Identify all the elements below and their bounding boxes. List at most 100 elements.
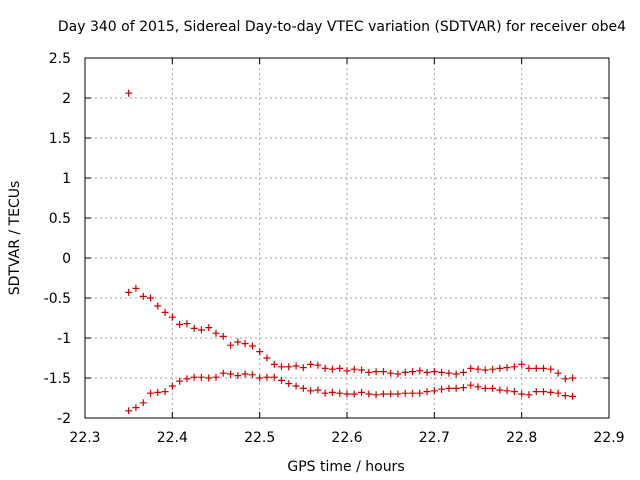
data-point (227, 370, 235, 378)
data-point (343, 367, 351, 375)
data-point (190, 324, 198, 332)
data-point (219, 332, 227, 340)
data-point (154, 388, 162, 396)
data-point (416, 367, 424, 375)
data-point (197, 373, 205, 381)
data-point (438, 385, 446, 393)
data-point (518, 360, 526, 368)
data-point (467, 381, 475, 389)
data-point (518, 390, 526, 398)
data-point (423, 368, 431, 376)
data-point (569, 392, 577, 400)
y-axis-label: SDTVAR / TECUs (7, 181, 23, 296)
data-point (256, 374, 264, 382)
data-point (321, 364, 329, 372)
data-point (125, 89, 133, 97)
data-point (430, 387, 438, 395)
data-point (248, 371, 256, 379)
data-point (554, 389, 562, 397)
data-point (379, 368, 387, 376)
data-point (270, 373, 278, 381)
data-point (416, 389, 424, 397)
data-point (328, 388, 336, 396)
data-point (387, 369, 395, 377)
y-tick-label: -2 (57, 411, 71, 427)
y-tick-label: 0.5 (49, 211, 71, 227)
data-point (234, 372, 242, 380)
data-point (212, 373, 220, 381)
x-tick-label: 22.4 (157, 430, 188, 446)
data-point (227, 341, 235, 349)
data-point (474, 383, 482, 391)
data-point (489, 365, 497, 373)
data-point (292, 362, 300, 370)
data-point (379, 390, 387, 398)
data-point (394, 370, 402, 378)
data-point (241, 370, 249, 378)
data-point (350, 365, 358, 373)
y-tick-label: -0.5 (44, 291, 71, 307)
data-point (161, 308, 169, 316)
data-point (168, 313, 176, 321)
data-point (176, 320, 184, 328)
data-point (387, 390, 395, 398)
data-point (401, 368, 409, 376)
data-point (132, 404, 140, 412)
data-point (212, 329, 220, 337)
x-axis-label: GPS time / hours (287, 459, 404, 475)
data-point (561, 375, 569, 383)
data-point (263, 354, 271, 362)
data-point (365, 390, 373, 398)
data-point (336, 364, 344, 372)
data-point (401, 389, 409, 397)
data-point (540, 388, 547, 396)
data-point (234, 338, 242, 346)
data-point (147, 389, 154, 397)
data-point (285, 380, 293, 388)
grid (85, 58, 609, 418)
data-point (176, 377, 184, 385)
data-point (256, 348, 264, 356)
data-point (125, 407, 133, 415)
data-point (481, 366, 489, 374)
data-point (307, 387, 315, 395)
data-point (503, 364, 511, 372)
data-point (358, 366, 366, 374)
data-point (430, 368, 438, 376)
y-tick-label: 2.5 (49, 51, 71, 67)
data-point (561, 392, 569, 400)
x-tick-label: 22.7 (419, 430, 450, 446)
data-point (452, 384, 460, 392)
y-tick-label: 2 (62, 91, 71, 107)
x-tick-label: 22.5 (244, 430, 275, 446)
data-point (168, 382, 176, 390)
data-point (481, 384, 489, 392)
data-point (503, 387, 511, 395)
data-point (423, 388, 431, 396)
data-point (532, 364, 540, 372)
x-tick-label: 22.3 (69, 430, 100, 446)
data-point (241, 340, 249, 348)
data-point (285, 363, 293, 371)
data-point (292, 382, 300, 390)
data-point (409, 389, 416, 397)
data-point (278, 376, 285, 384)
data-point (569, 374, 577, 382)
data-point (278, 363, 285, 371)
data-point (263, 373, 271, 381)
data-point (183, 320, 191, 328)
x-tick-label: 22.9 (593, 430, 624, 446)
data-point (525, 364, 533, 372)
data-point (328, 365, 336, 373)
data-point (270, 360, 278, 368)
data-point (532, 388, 540, 396)
data-point (525, 391, 533, 399)
data-point (547, 388, 555, 396)
data-point (358, 388, 366, 396)
data-point (438, 368, 446, 376)
data-point (445, 384, 453, 392)
data-point (314, 361, 322, 369)
data-point (307, 360, 315, 368)
data-point (510, 388, 518, 396)
data-point (343, 390, 351, 398)
